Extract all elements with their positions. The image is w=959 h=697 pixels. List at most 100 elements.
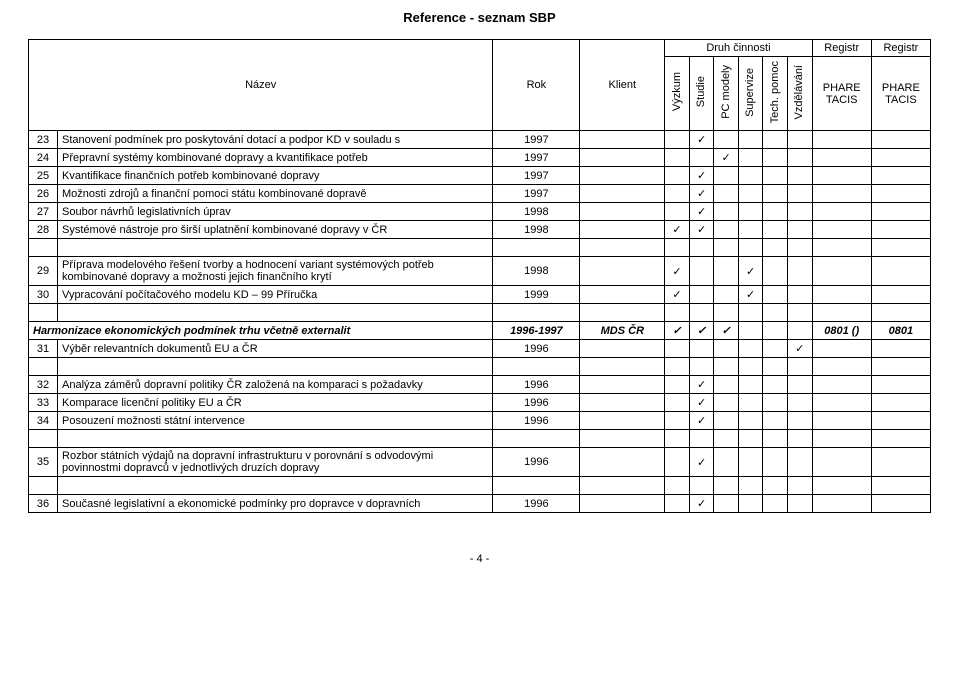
- row-klient: [580, 221, 665, 239]
- row-num: 34: [29, 412, 58, 430]
- act-cell: ✓: [665, 221, 690, 239]
- table-row: 26Možnosti zdrojů a finanční pomoci stát…: [29, 185, 931, 203]
- spacer-cell: [812, 239, 871, 257]
- row-name: Vypracování počítačového modelu KD – 99 …: [58, 286, 493, 304]
- act-cell: [787, 167, 812, 185]
- row-name: Analýza záměrů dopravní politiky ČR zalo…: [58, 376, 493, 394]
- col-act-5: Vzdělávání: [787, 57, 812, 131]
- act-cell: [787, 495, 812, 513]
- registr-cell: [871, 149, 930, 167]
- spacer-cell: [871, 304, 930, 322]
- row-num: 23: [29, 131, 58, 149]
- spacer-cell: [58, 430, 493, 448]
- row-klient: [580, 149, 665, 167]
- act-cell: [787, 185, 812, 203]
- act-cell: [689, 286, 714, 304]
- col-act-1: Studie: [689, 57, 714, 131]
- table-row: 29Příprava modelového řešení tvorby a ho…: [29, 257, 931, 286]
- table-row: 25Kvantifikace finančních potřeb kombino…: [29, 167, 931, 185]
- act-cell: [763, 376, 788, 394]
- table-row: 24Přepravní systémy kombinované dopravy …: [29, 149, 931, 167]
- section-klient: MDS ČR: [580, 322, 665, 340]
- col-nazev: Název: [29, 40, 493, 131]
- act-cell: ✓: [689, 495, 714, 513]
- act-cell: [714, 131, 739, 149]
- act-cell: [689, 340, 714, 358]
- row-name: Stanovení podmínek pro poskytování dotac…: [58, 131, 493, 149]
- col-phare-1: PHARE TACIS: [812, 57, 871, 131]
- spacer-cell: [738, 239, 763, 257]
- act-cell: [763, 412, 788, 430]
- act-cell: [665, 448, 690, 477]
- act-cell: [665, 203, 690, 221]
- act-cell: [787, 203, 812, 221]
- act-cell: [763, 322, 788, 340]
- registr-cell: [871, 394, 930, 412]
- row-rok: 1997: [493, 131, 580, 149]
- row-name: Současné legislativní a ekonomické podmí…: [58, 495, 493, 513]
- spacer-cell: [787, 304, 812, 322]
- act-cell: ✓: [689, 448, 714, 477]
- spacer-cell: [29, 430, 58, 448]
- spacer-cell: [689, 430, 714, 448]
- table-row: 33Komparace licenční politiky EU a ČR199…: [29, 394, 931, 412]
- row-num: 24: [29, 149, 58, 167]
- act-cell: [787, 448, 812, 477]
- row-num: 32: [29, 376, 58, 394]
- spacer-cell: [763, 239, 788, 257]
- registr-cell: [812, 185, 871, 203]
- row-rok: 1998: [493, 221, 580, 239]
- spacer-cell: [714, 358, 739, 376]
- act-cell: [738, 203, 763, 221]
- row-klient: [580, 376, 665, 394]
- table-row: [29, 304, 931, 322]
- act-cell: [738, 149, 763, 167]
- row-num: 25: [29, 167, 58, 185]
- spacer-cell: [493, 430, 580, 448]
- row-rok: 1996: [493, 394, 580, 412]
- registr-cell: [871, 448, 930, 477]
- col-act-0: Výzkum: [665, 57, 690, 131]
- registr-cell: [812, 257, 871, 286]
- row-rok: 1996: [493, 412, 580, 430]
- row-name: Přepravní systémy kombinované dopravy a …: [58, 149, 493, 167]
- row-klient: [580, 286, 665, 304]
- row-num: 35: [29, 448, 58, 477]
- act-cell: [714, 286, 739, 304]
- row-name: Rozbor státních výdajů na dopravní infra…: [58, 448, 493, 477]
- act-cell: [714, 394, 739, 412]
- row-klient: [580, 131, 665, 149]
- act-cell: [665, 376, 690, 394]
- spacer-cell: [812, 430, 871, 448]
- page: Reference - seznam SBP Název Rok Klient …: [0, 0, 959, 585]
- row-rok: 1997: [493, 185, 580, 203]
- act-cell: [738, 495, 763, 513]
- act-cell: ✓: [689, 412, 714, 430]
- spacer-cell: [871, 358, 930, 376]
- spacer-cell: [493, 358, 580, 376]
- col-act-4: Tech. pomoc: [763, 57, 788, 131]
- registr-cell: [871, 412, 930, 430]
- registr-cell: [871, 167, 930, 185]
- col-klient: Klient: [580, 40, 665, 131]
- act-cell: [714, 495, 739, 513]
- act-cell: ✓: [689, 131, 714, 149]
- table-row: 35Rozbor státních výdajů na dopravní inf…: [29, 448, 931, 477]
- row-num: 30: [29, 286, 58, 304]
- act-cell: [738, 322, 763, 340]
- act-cell: [665, 149, 690, 167]
- page-title: Reference - seznam SBP: [28, 10, 931, 25]
- spacer-cell: [812, 358, 871, 376]
- registr-cell: [812, 221, 871, 239]
- registr-cell: 0801 (): [812, 322, 871, 340]
- act-cell: [787, 221, 812, 239]
- act-cell: [787, 257, 812, 286]
- act-cell: ✓: [689, 376, 714, 394]
- act-cell: [738, 167, 763, 185]
- spacer-cell: [665, 304, 690, 322]
- row-name: Příprava modelového řešení tvorby a hodn…: [58, 257, 493, 286]
- spacer-cell: [871, 477, 930, 495]
- registr-cell: [812, 340, 871, 358]
- act-cell: [665, 394, 690, 412]
- row-name: Systémové nástroje pro širší uplatnění k…: [58, 221, 493, 239]
